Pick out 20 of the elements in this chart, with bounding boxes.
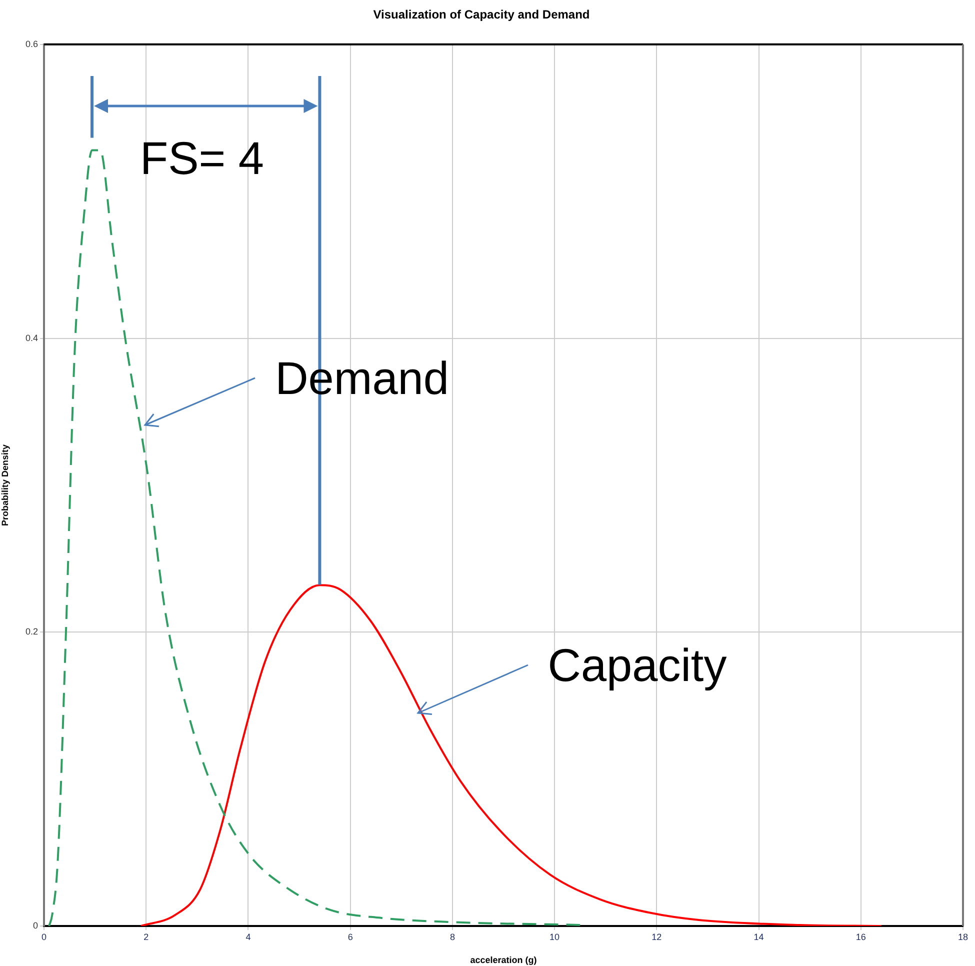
x-axis-title: acceleration (g) <box>470 955 537 966</box>
x-tick-label: 10 <box>550 932 560 942</box>
annotation: Capacity <box>548 638 727 691</box>
x-tick-label: 4 <box>246 932 251 942</box>
line-series <box>140 584 882 926</box>
annotation: FS= 4 <box>140 132 264 184</box>
y-tick-label: 0 <box>32 920 38 930</box>
y-axis-title: Probability Density <box>0 444 10 526</box>
x-tick-label: 2 <box>144 932 149 942</box>
x-tick-label: 12 <box>652 932 662 942</box>
x-tick-label: 14 <box>754 932 764 942</box>
x-tick-label: 8 <box>450 932 455 942</box>
chart-title: Visualization of Capacity and Demand <box>373 8 590 22</box>
x-tick-label: 0 <box>41 932 47 942</box>
y-tick-label: 0.6 <box>25 38 38 49</box>
x-tick-label: 16 <box>856 932 866 942</box>
x-tick-label: 6 <box>348 932 353 942</box>
y-tick-label: 0.2 <box>25 626 38 637</box>
x-tick-label: 18 <box>958 932 968 942</box>
y-tick-label: 0.4 <box>25 332 38 343</box>
